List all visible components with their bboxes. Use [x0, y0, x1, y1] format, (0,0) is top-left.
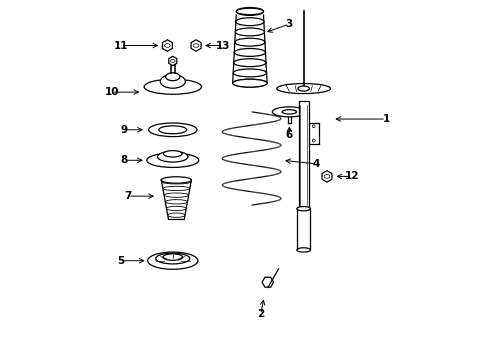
Ellipse shape — [155, 253, 189, 264]
Ellipse shape — [164, 44, 170, 47]
Ellipse shape — [282, 110, 296, 114]
Ellipse shape — [272, 107, 306, 117]
Ellipse shape — [165, 200, 187, 204]
Ellipse shape — [235, 28, 264, 36]
Ellipse shape — [296, 248, 310, 252]
Ellipse shape — [296, 207, 310, 211]
Text: 11: 11 — [113, 41, 128, 50]
FancyBboxPatch shape — [296, 209, 310, 250]
Ellipse shape — [236, 8, 263, 15]
Ellipse shape — [162, 180, 191, 184]
Text: 12: 12 — [344, 171, 359, 181]
Ellipse shape — [232, 79, 266, 87]
Ellipse shape — [167, 213, 184, 217]
Ellipse shape — [166, 206, 186, 211]
Ellipse shape — [147, 252, 198, 269]
Ellipse shape — [163, 186, 189, 190]
Text: 9: 9 — [121, 125, 128, 135]
Ellipse shape — [234, 38, 264, 46]
Ellipse shape — [144, 79, 201, 94]
Text: 13: 13 — [215, 41, 230, 50]
Ellipse shape — [235, 18, 264, 26]
Ellipse shape — [146, 153, 198, 167]
Ellipse shape — [234, 49, 265, 57]
Text: 8: 8 — [121, 155, 128, 165]
Text: 4: 4 — [312, 159, 319, 169]
Ellipse shape — [312, 125, 314, 128]
Ellipse shape — [159, 126, 186, 134]
Text: 1: 1 — [382, 114, 389, 124]
Polygon shape — [161, 180, 191, 220]
Text: 5: 5 — [117, 256, 124, 266]
Ellipse shape — [163, 254, 182, 260]
Ellipse shape — [312, 139, 314, 142]
Ellipse shape — [157, 151, 187, 162]
Ellipse shape — [163, 150, 182, 157]
Ellipse shape — [233, 59, 265, 67]
Ellipse shape — [163, 193, 188, 197]
Text: 2: 2 — [257, 310, 264, 319]
Ellipse shape — [324, 175, 329, 178]
Ellipse shape — [236, 8, 263, 15]
Ellipse shape — [161, 177, 191, 183]
Ellipse shape — [165, 73, 180, 81]
Text: 7: 7 — [124, 191, 131, 201]
FancyBboxPatch shape — [298, 101, 308, 209]
Ellipse shape — [193, 44, 199, 47]
Ellipse shape — [297, 86, 309, 91]
Ellipse shape — [148, 123, 197, 136]
Text: 3: 3 — [285, 19, 292, 29]
Ellipse shape — [160, 75, 185, 88]
Ellipse shape — [233, 69, 266, 77]
Text: 10: 10 — [104, 87, 119, 97]
Ellipse shape — [170, 59, 175, 62]
Ellipse shape — [276, 84, 330, 94]
Text: 6: 6 — [285, 130, 292, 140]
Ellipse shape — [232, 79, 266, 87]
